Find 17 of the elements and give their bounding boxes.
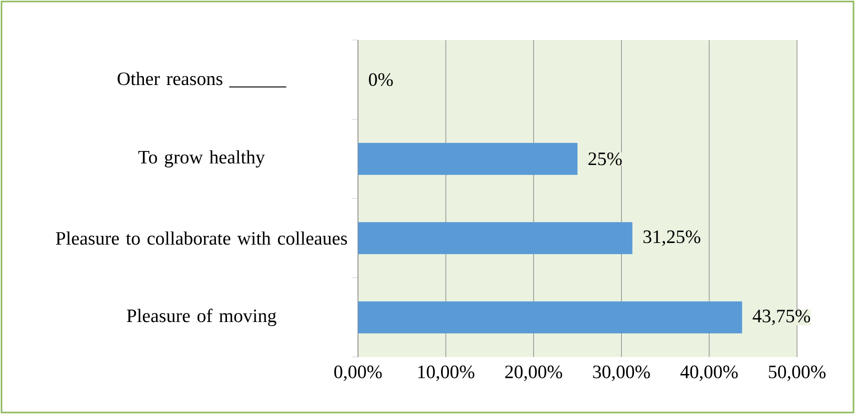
x-tick-label: 0,00% bbox=[334, 366, 382, 382]
y-tick-label: To grow healthy bbox=[138, 150, 265, 168]
y-tick-label: Other reasons ______ bbox=[118, 72, 286, 88]
data-label: 31,25% bbox=[643, 230, 700, 246]
y-tick-label: Pleasure to collaborate with colleaues bbox=[56, 231, 347, 245]
bar bbox=[358, 301, 742, 334]
bar bbox=[358, 142, 578, 175]
x-tick-label: 30,00% bbox=[593, 366, 650, 382]
x-tick-label: 10,00% bbox=[418, 366, 474, 382]
x-tick-label: 50,00% bbox=[768, 366, 826, 382]
data-label: 0% bbox=[368, 73, 393, 86]
x-tick-label: 40,00% bbox=[680, 366, 738, 382]
data-label: 43,75% bbox=[752, 310, 810, 326]
bar bbox=[358, 222, 632, 254]
data-label: 25% bbox=[588, 152, 622, 166]
y-tick-label: Pleasure of moving bbox=[126, 308, 276, 326]
x-tick-label: 20,00% bbox=[505, 366, 562, 382]
